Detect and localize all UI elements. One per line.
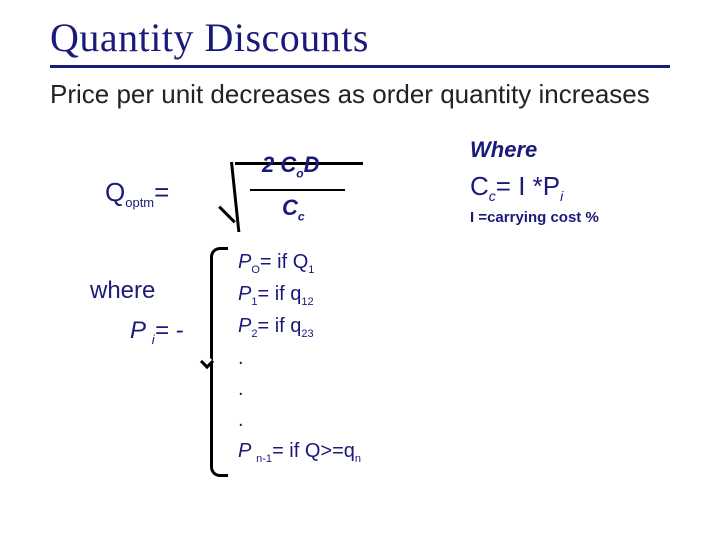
- formula-area: Qoptm= 2 CoD Cc Where Cc= I *Pi I =carry…: [50, 137, 670, 497]
- where-label: Where: [470, 137, 537, 163]
- cc-rhs: = I *P: [496, 171, 560, 201]
- slide-subtitle: Price per unit decreases as order quanti…: [50, 78, 670, 111]
- piecewise-row: P n-1= if Q>=qn: [238, 436, 361, 468]
- piecewise-row: PO= if Q1: [238, 247, 361, 279]
- pi-p: P: [130, 317, 145, 344]
- piecewise-row: .: [238, 343, 361, 374]
- fraction-bar: [250, 189, 345, 192]
- denominator: Cc: [282, 195, 305, 223]
- pi-eq-sign: = -: [155, 317, 184, 344]
- denominator-sub-c: c: [298, 209, 305, 223]
- cc-rhs-sub: i: [560, 188, 563, 204]
- numerator-2co: 2 C: [262, 152, 296, 177]
- piecewise-row: .: [238, 374, 361, 405]
- slide-title: Quantity Discounts: [50, 14, 670, 68]
- numerator-sub-o: o: [296, 166, 303, 180]
- left-brace: [210, 247, 230, 477]
- piecewise-row: P1= if q12: [238, 279, 361, 311]
- piecewise-row: P2= if q23: [238, 311, 361, 343]
- q-optm-lhs: Qoptm=: [105, 177, 169, 210]
- pi-label: P i= -: [130, 317, 183, 347]
- numerator-d: D: [304, 152, 320, 177]
- denominator-c: C: [282, 195, 298, 220]
- piecewise-cases: PO= if Q1P1= if q12P2= if q23...P n-1= i…: [238, 247, 361, 468]
- radical-tick: [218, 205, 236, 223]
- carrying-cost-note: I =carrying cost %: [470, 209, 599, 226]
- numerator: 2 CoD: [262, 152, 319, 180]
- cc-definition: Cc= I *Pi: [470, 171, 563, 204]
- piecewise-row: .: [238, 405, 361, 436]
- cc-lhs-sub: c: [489, 188, 496, 204]
- q-symbol: Q: [105, 177, 125, 207]
- equals: =: [154, 177, 169, 207]
- cc-lhs: C: [470, 171, 489, 201]
- q-subscript: optm: [125, 195, 154, 210]
- where-label-2: where: [90, 277, 155, 305]
